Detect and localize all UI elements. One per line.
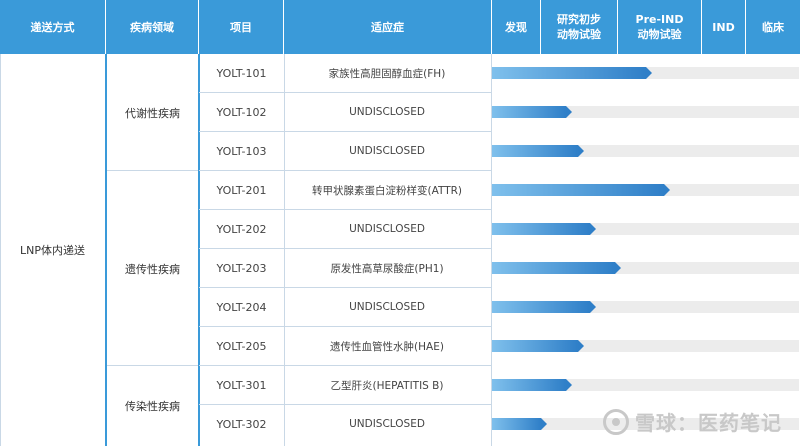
code-divider bbox=[284, 54, 285, 446]
table-row: YOLT-102 UNDISCLOSED bbox=[199, 93, 800, 132]
row-separator bbox=[199, 170, 492, 171]
area-infectious: 传染性疾病 bbox=[125, 400, 180, 413]
project-code: YOLT-202 bbox=[216, 222, 267, 236]
table-row: YOLT-301 乙型肝炎(HEPATITIS B) bbox=[199, 366, 800, 405]
header-stage-ind: IND bbox=[702, 0, 746, 54]
progress-track bbox=[492, 262, 799, 274]
area-separator bbox=[107, 365, 198, 366]
row-separator bbox=[199, 131, 492, 132]
delivery-divider bbox=[105, 54, 107, 446]
progress-track bbox=[492, 340, 799, 352]
progress-track bbox=[492, 106, 799, 118]
indication: UNDISCLOSED bbox=[349, 418, 425, 430]
progress-track bbox=[492, 184, 799, 196]
progress-track bbox=[492, 301, 799, 313]
area-metabolic: 代谢性疾病 bbox=[125, 106, 180, 120]
header-project: 项目 bbox=[199, 0, 284, 54]
progress-bar bbox=[492, 106, 572, 118]
table-header: 递送方式 疾病领域 项目 适应症 发现 研究初步 动物试验 Pre-IND 动物试验… bbox=[0, 0, 800, 54]
progress-track bbox=[492, 418, 799, 430]
project-code: YOLT-301 bbox=[216, 378, 267, 392]
watermark: 雪球：医药笔记 bbox=[603, 407, 782, 436]
progress-bar bbox=[492, 262, 621, 274]
table-row: YOLT-201 转甲状腺素蛋白淀粉样变(ATTR) bbox=[199, 171, 800, 210]
indication: 家族性高胆固醇血症(FH) bbox=[328, 67, 446, 80]
table-row: YOLT-103 UNDISCLOSED bbox=[199, 132, 800, 171]
header-stage-preliminary: 研究初步 动物试验 bbox=[541, 0, 618, 54]
project-code: YOLT-203 bbox=[216, 261, 267, 275]
project-code: YOLT-102 bbox=[216, 105, 267, 119]
row-separator bbox=[199, 209, 492, 210]
delivery-method: LNP体内递送 bbox=[20, 244, 85, 257]
row-separator bbox=[199, 365, 492, 366]
table-row: YOLT-203 原发性高草尿酸症(PH1) bbox=[199, 249, 800, 288]
indication: UNDISCLOSED bbox=[349, 223, 425, 235]
progress-track bbox=[492, 223, 799, 235]
row-separator bbox=[199, 287, 492, 288]
area-separator bbox=[107, 170, 198, 171]
row-separator bbox=[199, 248, 492, 249]
snowball-logo-icon bbox=[603, 408, 629, 435]
row-separator bbox=[199, 326, 492, 327]
header-disease-area: 疾病领域 bbox=[106, 0, 199, 54]
indication: 遗传性血管性水肿(HAE) bbox=[330, 340, 444, 353]
progress-bar bbox=[492, 67, 652, 79]
indication: 转甲状腺素蛋白淀粉样变(ATTR) bbox=[312, 184, 462, 197]
watermark-text: 雪球：医药笔记 bbox=[635, 411, 782, 435]
project-code: YOLT-201 bbox=[216, 183, 267, 197]
progress-bar bbox=[492, 223, 596, 235]
progress-bar bbox=[492, 301, 596, 313]
progress-track bbox=[492, 67, 799, 79]
table-row: YOLT-202 UNDISCLOSED bbox=[199, 210, 800, 249]
header-indication: 适应症 bbox=[284, 0, 492, 54]
indication: 原发性高草尿酸症(PH1) bbox=[330, 262, 444, 275]
table-row: YOLT-302 UNDISCLOSED bbox=[199, 405, 800, 444]
table-body: LNP体内递送 代谢性疾病 遗传性疾病 传染性疾病 YOLT-101 家族性高胆固… bbox=[0, 54, 800, 446]
indication: 乙型肝炎(HEPATITIS B) bbox=[330, 379, 444, 392]
header-stage-discovery: 发现 bbox=[492, 0, 541, 54]
table-border-left bbox=[0, 54, 1, 446]
project-code: YOLT-302 bbox=[216, 417, 267, 431]
progress-bar bbox=[492, 145, 584, 157]
table-row: YOLT-204 UNDISCLOSED bbox=[199, 288, 800, 327]
progress-track bbox=[492, 379, 799, 391]
progress-bar bbox=[492, 340, 584, 352]
indication: UNDISCLOSED bbox=[349, 106, 425, 118]
indication-divider bbox=[491, 54, 492, 446]
project-code: YOLT-103 bbox=[216, 144, 267, 158]
row-separator bbox=[199, 404, 492, 405]
header-stage-pre-ind: Pre-IND 动物试验 bbox=[618, 0, 702, 54]
progress-bar bbox=[492, 379, 572, 391]
header-stage-clinical: 临床 bbox=[762, 20, 784, 34]
table-row: YOLT-101 家族性高胆固醇血症(FH) bbox=[199, 54, 800, 93]
row-separator bbox=[199, 92, 492, 93]
progress-track bbox=[492, 145, 799, 157]
progress-bar bbox=[492, 184, 670, 196]
area-genetic: 遗传性疾病 bbox=[125, 262, 180, 276]
project-code: YOLT-205 bbox=[216, 339, 267, 353]
area-divider bbox=[198, 54, 200, 446]
progress-bar bbox=[492, 418, 547, 430]
project-code: YOLT-101 bbox=[216, 66, 267, 80]
indication: UNDISCLOSED bbox=[349, 301, 425, 313]
table-row: YOLT-205 遗传性血管性水肿(HAE) bbox=[199, 327, 800, 366]
project-code: YOLT-204 bbox=[216, 300, 267, 314]
header-delivery: 递送方式 bbox=[0, 0, 106, 54]
indication: UNDISCLOSED bbox=[349, 145, 425, 157]
